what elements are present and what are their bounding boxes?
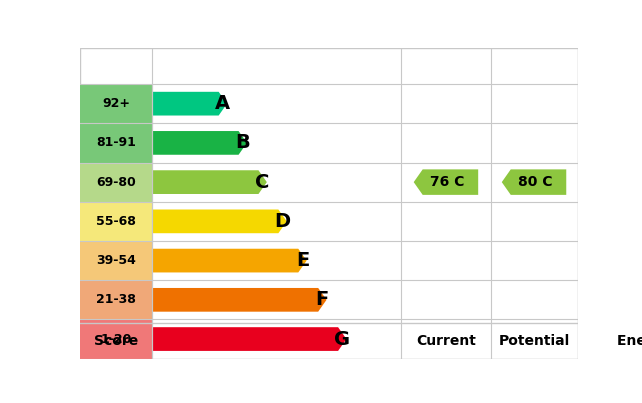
Text: 55-68: 55-68 xyxy=(96,215,136,228)
Polygon shape xyxy=(152,327,347,351)
Text: E: E xyxy=(296,251,309,270)
Text: Potential: Potential xyxy=(499,334,570,348)
Text: 76 C: 76 C xyxy=(430,175,464,189)
Polygon shape xyxy=(502,169,566,195)
Text: 81-91: 81-91 xyxy=(96,136,136,150)
Text: 21-38: 21-38 xyxy=(96,293,136,306)
Bar xyxy=(80,162,152,202)
Bar xyxy=(80,241,152,280)
Text: A: A xyxy=(215,94,230,113)
Text: D: D xyxy=(275,212,291,231)
Text: B: B xyxy=(236,133,250,152)
Text: Score: Score xyxy=(94,334,139,348)
Text: Energy rating: Energy rating xyxy=(618,334,642,348)
Bar xyxy=(80,280,152,320)
Polygon shape xyxy=(152,210,287,233)
Text: F: F xyxy=(316,290,329,310)
Text: 80 C: 80 C xyxy=(518,175,553,189)
Bar xyxy=(80,84,152,123)
Text: 1-20: 1-20 xyxy=(101,332,132,345)
Polygon shape xyxy=(152,92,227,116)
Text: G: G xyxy=(334,330,351,349)
Text: 92+: 92+ xyxy=(102,97,130,110)
Polygon shape xyxy=(413,169,478,195)
Text: Current: Current xyxy=(416,334,476,348)
Bar xyxy=(80,123,152,162)
Polygon shape xyxy=(152,288,327,312)
Polygon shape xyxy=(152,249,307,272)
Text: 69-80: 69-80 xyxy=(96,176,136,189)
Bar xyxy=(80,202,152,241)
Text: C: C xyxy=(256,172,270,191)
Polygon shape xyxy=(152,170,267,194)
Text: 39-54: 39-54 xyxy=(96,254,136,267)
Polygon shape xyxy=(152,131,247,155)
Bar xyxy=(80,320,152,359)
